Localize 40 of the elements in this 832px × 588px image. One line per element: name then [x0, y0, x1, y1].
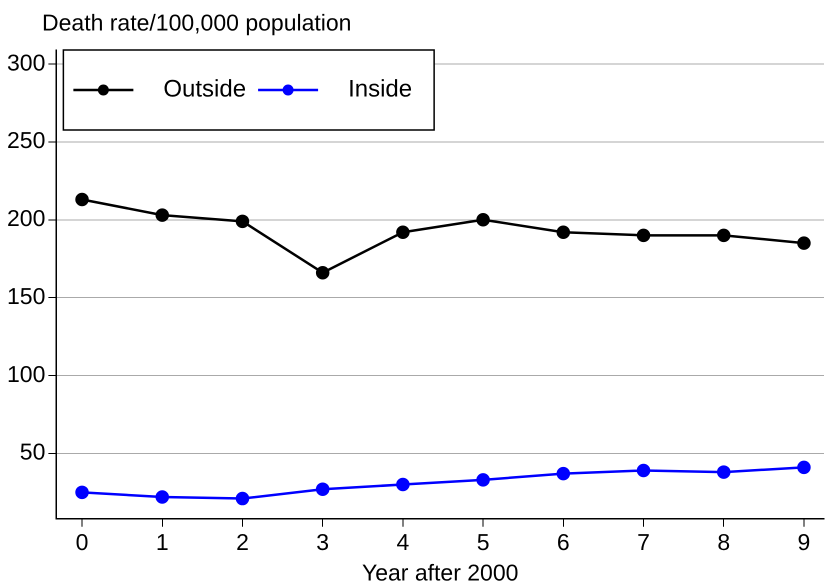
x-tick-label: 6	[556, 528, 570, 555]
x-tick-label: 9	[798, 528, 810, 555]
x-tick-label: 1	[156, 528, 169, 555]
point	[636, 464, 650, 478]
x-tick-label: 5	[476, 528, 490, 555]
point	[716, 228, 730, 242]
y-tick-label: 250	[7, 127, 46, 154]
x-tick-label: 2	[236, 528, 249, 555]
x-axis-title: Year after 2000	[362, 560, 518, 586]
point	[156, 208, 170, 222]
y-tick-label: 100	[7, 360, 46, 387]
point	[797, 236, 811, 250]
point	[797, 460, 811, 474]
point	[316, 482, 330, 496]
x-tick-label: 0	[76, 528, 88, 555]
x-tick-label: 8	[717, 528, 730, 555]
x-tick-label: 7	[637, 528, 650, 555]
x-tick-label: 4	[396, 528, 410, 555]
point	[476, 213, 490, 227]
y-tick-label: 150	[7, 282, 46, 309]
point	[75, 192, 89, 206]
point	[636, 228, 650, 242]
x-tick-label: 3	[316, 528, 330, 555]
point	[156, 490, 170, 504]
y-axis-title: Death rate/100,000 population	[42, 9, 352, 36]
point	[716, 465, 730, 479]
y-tick-label: 50	[20, 438, 46, 465]
point	[476, 473, 490, 487]
point	[556, 466, 570, 480]
legend-label: Inside	[348, 76, 412, 103]
legend-label: Outside	[163, 76, 246, 103]
point	[396, 225, 410, 239]
point	[316, 266, 330, 280]
point	[236, 214, 250, 228]
point	[75, 486, 89, 500]
y-tick-label: 200	[7, 205, 46, 232]
point	[556, 225, 570, 239]
point	[236, 492, 250, 506]
y-tick-label: 300	[7, 49, 46, 76]
point	[396, 478, 410, 492]
